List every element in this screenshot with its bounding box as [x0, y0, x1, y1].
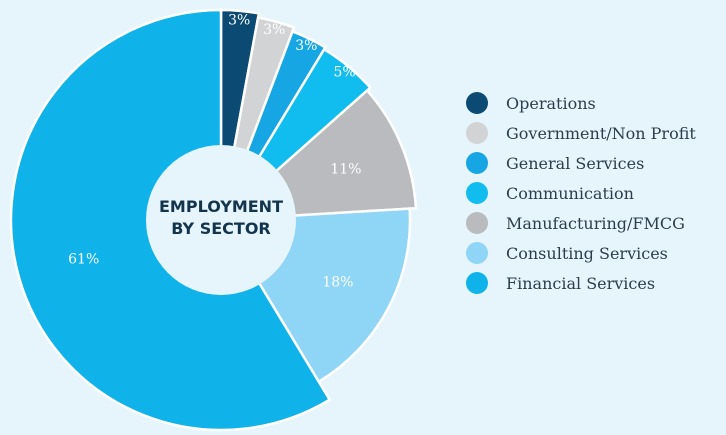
slice-label: 11% [330, 161, 361, 177]
legend-item: Consulting Services [466, 238, 726, 268]
center-title-line-2: BY SECTOR [171, 219, 271, 238]
legend-label: Consulting Services [506, 243, 668, 263]
legend-label: Operations [506, 93, 596, 113]
slice-label: 18% [322, 274, 353, 290]
legend-swatch [466, 122, 488, 144]
legend-item: Financial Services [466, 268, 726, 298]
slice-label: 5% [333, 65, 355, 81]
slice-label: 61% [68, 251, 99, 267]
slice-labels-group: 3% 3% 3% 5% 11% 18% 61% [68, 13, 361, 291]
legend-swatch [466, 92, 488, 114]
legend-label: Manufacturing/FMCG [506, 213, 685, 233]
legend-swatch [466, 212, 488, 234]
legend-swatch [466, 242, 488, 264]
center-hole [146, 145, 296, 295]
legend-item: Government/Non Profit [466, 118, 726, 148]
slice-label: 3% [263, 22, 285, 38]
legend-label: Communication [506, 183, 634, 203]
legend: Operations Government/Non Profit General… [466, 88, 726, 298]
legend-label: General Services [506, 153, 645, 173]
legend-item: Operations [466, 88, 726, 118]
slice-label: 3% [295, 38, 317, 54]
legend-label: Financial Services [506, 273, 656, 293]
legend-item: General Services [466, 148, 726, 178]
legend-item: Communication [466, 178, 726, 208]
legend-swatch [466, 272, 488, 294]
legend-swatch [466, 182, 488, 204]
center-title-line-1: EMPLOYMENT [159, 197, 283, 216]
legend-swatch [466, 152, 488, 174]
slice-label: 3% [228, 13, 250, 29]
legend-item: Manufacturing/FMCG [466, 208, 726, 238]
legend-label: Government/Non Profit [506, 123, 696, 143]
